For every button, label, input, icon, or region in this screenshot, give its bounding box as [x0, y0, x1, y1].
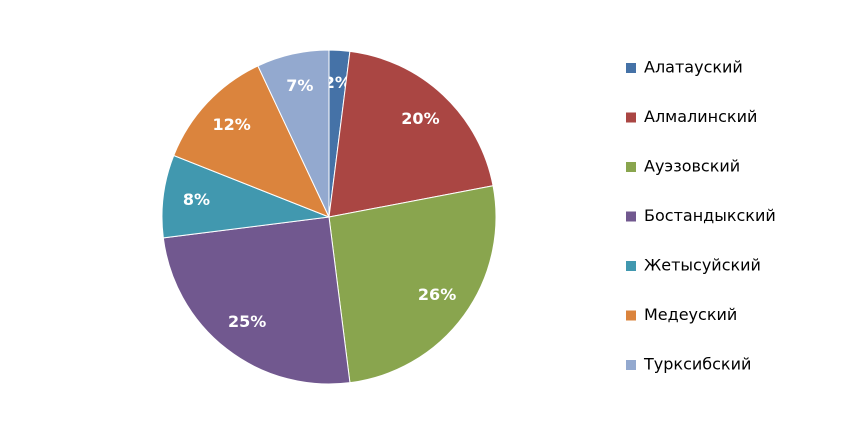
value-label: 25%: [228, 312, 266, 331]
legend-swatch: [626, 261, 636, 271]
value-label: 26%: [418, 285, 456, 304]
pie-slice: [328, 185, 497, 384]
legend-label: Ауэзовский: [644, 157, 740, 176]
pie-slice: [257, 49, 330, 218]
value-label: 12%: [212, 115, 250, 134]
value-label: 8%: [183, 190, 210, 209]
legend-swatch: [626, 162, 636, 172]
pie-slice: [162, 216, 351, 385]
pie-slice: [328, 50, 494, 218]
legend-label: Жетысуйский: [644, 256, 761, 275]
value-label: 7%: [286, 76, 313, 95]
value-label: 2%: [324, 73, 351, 92]
legend-swatch: [626, 112, 636, 123]
legend-label: Турксибский: [643, 355, 751, 374]
legend-label: Алатауский: [644, 58, 743, 77]
legend-swatch: [626, 211, 636, 222]
legend-swatch: [626, 63, 636, 73]
legend-label: Алмалинский: [644, 107, 757, 126]
pie-slice: [173, 65, 330, 218]
legend-label: Бостандыкский: [644, 206, 776, 225]
value-label: 20%: [401, 109, 439, 128]
legend-label: Медеуский: [644, 305, 737, 324]
legend-swatch: [626, 360, 636, 370]
legend-swatch: [626, 310, 636, 321]
